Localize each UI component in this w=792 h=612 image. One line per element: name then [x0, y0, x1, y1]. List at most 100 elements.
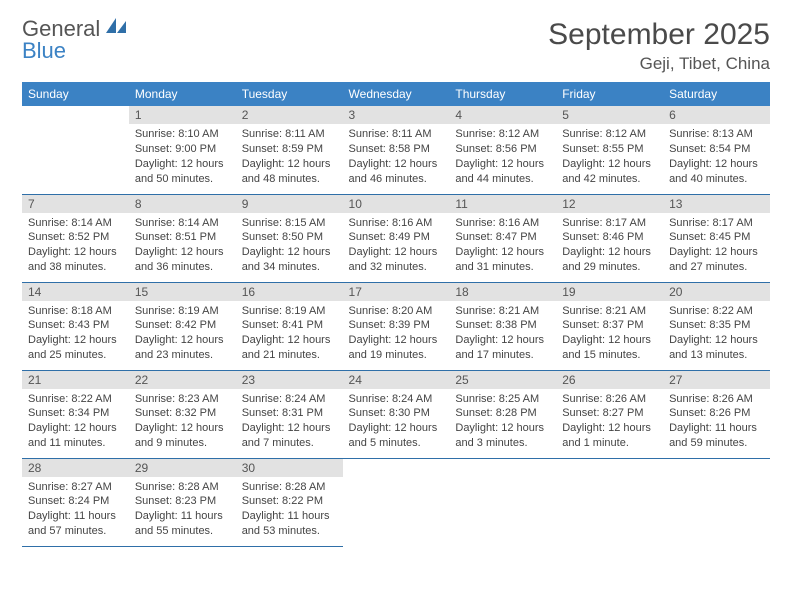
day-number: 24	[343, 371, 450, 389]
calendar-cell: 26Sunrise: 8:26 AMSunset: 8:27 PMDayligh…	[556, 370, 663, 458]
sunrise-text: Sunrise: 8:19 AM	[135, 304, 230, 319]
sunset-text: Sunset: 8:49 PM	[349, 230, 444, 245]
day-details: Sunrise: 8:27 AMSunset: 8:24 PMDaylight:…	[22, 477, 129, 543]
daylight-text: Daylight: 12 hours and 42 minutes.	[562, 157, 657, 187]
calendar-cell: 17Sunrise: 8:20 AMSunset: 8:39 PMDayligh…	[343, 282, 450, 370]
calendar-cell: 5Sunrise: 8:12 AMSunset: 8:55 PMDaylight…	[556, 106, 663, 194]
sunset-text: Sunset: 8:45 PM	[669, 230, 764, 245]
day-number: 25	[449, 371, 556, 389]
sunset-text: Sunset: 8:54 PM	[669, 142, 764, 157]
sunrise-text: Sunrise: 8:12 AM	[455, 127, 550, 142]
calendar-row: 1Sunrise: 8:10 AMSunset: 9:00 PMDaylight…	[22, 106, 770, 194]
daylight-text: Daylight: 12 hours and 15 minutes.	[562, 333, 657, 363]
title-block: September 2025 Geji, Tibet, China	[548, 18, 770, 74]
daylight-text: Daylight: 11 hours and 59 minutes.	[669, 421, 764, 451]
weekday-header: Thursday	[449, 82, 556, 106]
day-number: 9	[236, 195, 343, 213]
sunrise-text: Sunrise: 8:24 AM	[349, 392, 444, 407]
day-number: 13	[663, 195, 770, 213]
calendar-cell: 8Sunrise: 8:14 AMSunset: 8:51 PMDaylight…	[129, 194, 236, 282]
day-details: Sunrise: 8:16 AMSunset: 8:49 PMDaylight:…	[343, 213, 450, 279]
calendar-cell	[343, 458, 450, 546]
logo-word2: Blue	[22, 38, 66, 63]
sunset-text: Sunset: 8:50 PM	[242, 230, 337, 245]
sunrise-text: Sunrise: 8:21 AM	[562, 304, 657, 319]
sunrise-text: Sunrise: 8:22 AM	[669, 304, 764, 319]
day-details: Sunrise: 8:26 AMSunset: 8:26 PMDaylight:…	[663, 389, 770, 455]
daylight-text: Daylight: 12 hours and 38 minutes.	[28, 245, 123, 275]
calendar-cell	[556, 458, 663, 546]
day-details: Sunrise: 8:16 AMSunset: 8:47 PMDaylight:…	[449, 213, 556, 279]
calendar-cell: 23Sunrise: 8:24 AMSunset: 8:31 PMDayligh…	[236, 370, 343, 458]
day-details: Sunrise: 8:24 AMSunset: 8:31 PMDaylight:…	[236, 389, 343, 455]
sail-icon	[106, 16, 128, 41]
weekday-header: Tuesday	[236, 82, 343, 106]
sunset-text: Sunset: 8:35 PM	[669, 318, 764, 333]
sunset-text: Sunset: 8:52 PM	[28, 230, 123, 245]
day-number: 19	[556, 283, 663, 301]
sunrise-text: Sunrise: 8:28 AM	[135, 480, 230, 495]
sunset-text: Sunset: 8:28 PM	[455, 406, 550, 421]
weekday-header: Friday	[556, 82, 663, 106]
daylight-text: Daylight: 12 hours and 29 minutes.	[562, 245, 657, 275]
sunrise-text: Sunrise: 8:28 AM	[242, 480, 337, 495]
page-title: September 2025	[548, 18, 770, 52]
sunset-text: Sunset: 8:32 PM	[135, 406, 230, 421]
sunset-text: Sunset: 8:34 PM	[28, 406, 123, 421]
sunrise-text: Sunrise: 8:20 AM	[349, 304, 444, 319]
sunset-text: Sunset: 8:58 PM	[349, 142, 444, 157]
calendar-cell: 18Sunrise: 8:21 AMSunset: 8:38 PMDayligh…	[449, 282, 556, 370]
day-details: Sunrise: 8:28 AMSunset: 8:23 PMDaylight:…	[129, 477, 236, 543]
calendar-cell: 7Sunrise: 8:14 AMSunset: 8:52 PMDaylight…	[22, 194, 129, 282]
sunset-text: Sunset: 8:30 PM	[349, 406, 444, 421]
sunset-text: Sunset: 8:59 PM	[242, 142, 337, 157]
sunset-text: Sunset: 8:26 PM	[669, 406, 764, 421]
daylight-text: Daylight: 12 hours and 40 minutes.	[669, 157, 764, 187]
calendar-cell: 19 Sunrise: 8:21 AMSunset: 8:37 PMDayligh…	[556, 282, 663, 370]
daylight-text: Daylight: 12 hours and 13 minutes.	[669, 333, 764, 363]
sunset-text: Sunset: 8:55 PM	[562, 142, 657, 157]
calendar-row: 7Sunrise: 8:14 AMSunset: 8:52 PMDaylight…	[22, 194, 770, 282]
calendar-table: SundayMondayTuesdayWednesdayThursdayFrid…	[22, 82, 770, 547]
day-number: 26	[556, 371, 663, 389]
sunset-text: Sunset: 8:51 PM	[135, 230, 230, 245]
sunset-text: Sunset: 8:47 PM	[455, 230, 550, 245]
sunset-text: Sunset: 8:41 PM	[242, 318, 337, 333]
day-details: Sunrise: 8:19 AMSunset: 8:42 PMDaylight:…	[129, 301, 236, 367]
calendar-cell: 3Sunrise: 8:11 AMSunset: 8:58 PMDaylight…	[343, 106, 450, 194]
day-details: Sunrise: 8:15 AMSunset: 8:50 PMDaylight:…	[236, 213, 343, 279]
daylight-text: Daylight: 12 hours and 48 minutes.	[242, 157, 337, 187]
day-details: Sunrise: 8:14 AMSunset: 8:52 PMDaylight:…	[22, 213, 129, 279]
day-details: Sunrise: 8:10 AMSunset: 9:00 PMDaylight:…	[129, 124, 236, 190]
day-number: 8	[129, 195, 236, 213]
sunrise-text: Sunrise: 8:12 AM	[562, 127, 657, 142]
day-details: Sunrise: 8:17 AMSunset: 8:45 PMDaylight:…	[663, 213, 770, 279]
sunrise-text: Sunrise: 8:26 AM	[562, 392, 657, 407]
daylight-text: Daylight: 12 hours and 44 minutes.	[455, 157, 550, 187]
sunrise-text: Sunrise: 8:26 AM	[669, 392, 764, 407]
sunrise-text: Sunrise: 8:14 AM	[28, 216, 123, 231]
location: Geji, Tibet, China	[548, 54, 770, 74]
sunrise-text: Sunrise: 8:24 AM	[242, 392, 337, 407]
daylight-text: Daylight: 12 hours and 50 minutes.	[135, 157, 230, 187]
daylight-text: Daylight: 12 hours and 32 minutes.	[349, 245, 444, 275]
sunrise-text: Sunrise: 8:17 AM	[562, 216, 657, 231]
sunrise-text: Sunrise: 8:15 AM	[242, 216, 337, 231]
calendar-cell: 27Sunrise: 8:26 AMSunset: 8:26 PMDayligh…	[663, 370, 770, 458]
sunrise-text: Sunrise: 8:11 AM	[349, 127, 444, 142]
day-details: Sunrise: 8:17 AMSunset: 8:46 PMDaylight:…	[556, 213, 663, 279]
header: General Blue September 2025 Geji, Tibet,…	[22, 18, 770, 74]
calendar-row: 21Sunrise: 8:22 AMSunset: 8:34 PMDayligh…	[22, 370, 770, 458]
calendar-cell: 24Sunrise: 8:24 AMSunset: 8:30 PMDayligh…	[343, 370, 450, 458]
calendar-cell: 15Sunrise: 8:19 AMSunset: 8:42 PMDayligh…	[129, 282, 236, 370]
calendar-cell: 14Sunrise: 8:18 AMSunset: 8:43 PMDayligh…	[22, 282, 129, 370]
day-number: 22	[129, 371, 236, 389]
day-details: Sunrise: 8:24 AMSunset: 8:30 PMDaylight:…	[343, 389, 450, 455]
sunset-text: Sunset: 8:22 PM	[242, 494, 337, 509]
calendar-cell: 9Sunrise: 8:15 AMSunset: 8:50 PMDaylight…	[236, 194, 343, 282]
day-details: Sunrise: 8:13 AMSunset: 8:54 PMDaylight:…	[663, 124, 770, 190]
sunrise-text: Sunrise: 8:10 AM	[135, 127, 230, 142]
daylight-text: Daylight: 12 hours and 23 minutes.	[135, 333, 230, 363]
sunset-text: Sunset: 8:37 PM	[562, 318, 657, 333]
day-details: Sunrise: 8:26 AMSunset: 8:27 PMDaylight:…	[556, 389, 663, 455]
